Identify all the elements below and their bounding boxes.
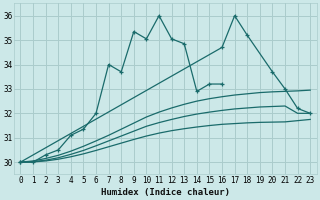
X-axis label: Humidex (Indice chaleur): Humidex (Indice chaleur) [101,188,230,197]
